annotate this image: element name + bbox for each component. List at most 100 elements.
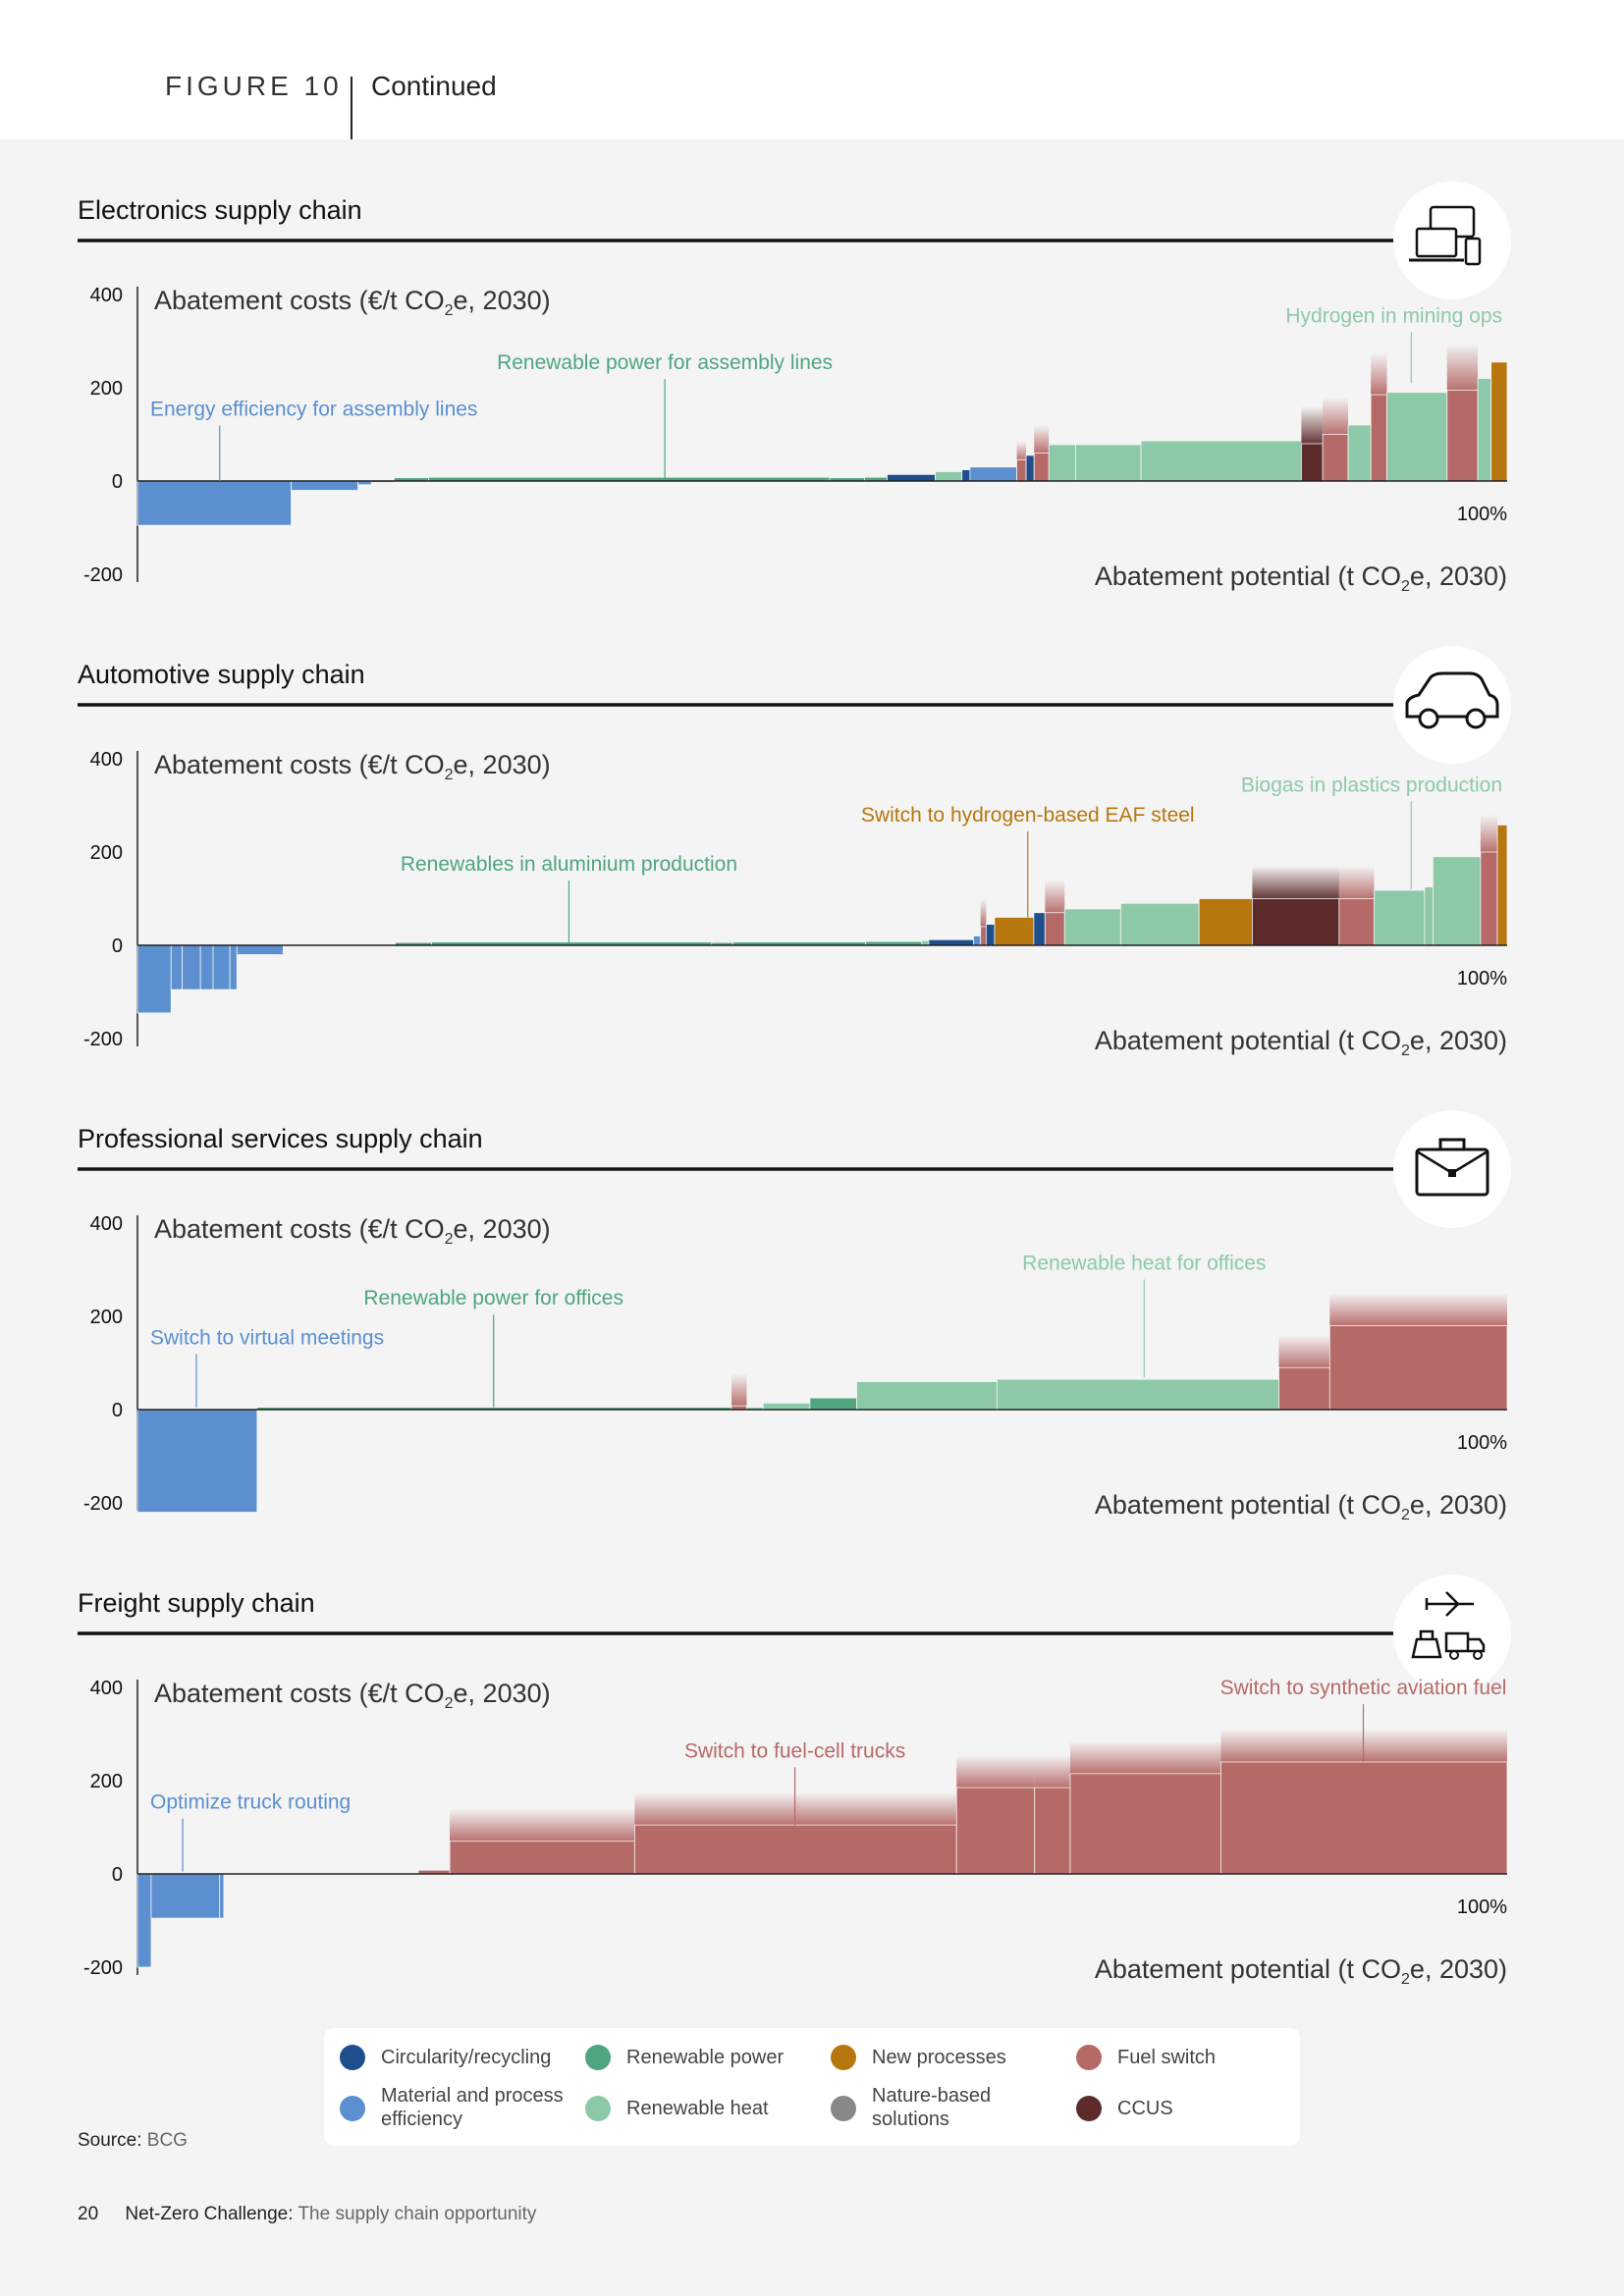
y-tick-label: 0 bbox=[112, 1864, 123, 1886]
y-axis-title: Abatement costs (€/t CO2e, 2030) bbox=[154, 1679, 551, 1712]
x-end-label: 100% bbox=[1457, 1896, 1507, 1918]
ship-shape bbox=[1411, 1629, 1442, 1659]
chart-title: Freight supply chain bbox=[78, 1588, 315, 1618]
bar bbox=[1251, 898, 1340, 946]
bar bbox=[809, 1397, 857, 1411]
bar bbox=[969, 466, 1017, 482]
bar bbox=[928, 938, 974, 946]
chart-panel-electronics-supply-chain: Electronics supply chain 400 200 0 -200 100% E… bbox=[78, 182, 1511, 586]
chart-panel-professional-services-supply-chain: Professional services supply chain 400 200… bbox=[78, 1110, 1511, 1515]
y-tick-label: 400 bbox=[90, 285, 123, 306]
bar bbox=[973, 935, 982, 946]
y-tick-label: 200 bbox=[90, 842, 123, 864]
bar bbox=[955, 1787, 1036, 1875]
x-axis-title: Abatement potential (t CO2e, 2030) bbox=[1095, 1490, 1507, 1523]
bar-uncertainty bbox=[450, 1808, 635, 1842]
car-wheel-shape bbox=[1465, 708, 1487, 729]
annotation-label: Switch to virtual meetings bbox=[150, 1327, 384, 1350]
bar-uncertainty bbox=[1016, 441, 1027, 460]
bar bbox=[961, 469, 971, 482]
bar bbox=[1119, 902, 1200, 946]
annotation-label: Switch to hydrogen-based EAF steel bbox=[861, 804, 1195, 827]
figure-divider bbox=[351, 77, 352, 139]
y-tick-label: 400 bbox=[90, 749, 123, 771]
chart-panel-freight-supply-chain: Freight supply chain 400 200 0 -200 100% Optim… bbox=[78, 1575, 1511, 1979]
source-label: Source: bbox=[78, 2130, 142, 2151]
bar bbox=[1370, 394, 1387, 482]
legend-swatch-circularity bbox=[340, 2045, 365, 2070]
figure-continued: Continued bbox=[371, 71, 497, 101]
y-tick-label: -200 bbox=[83, 564, 123, 586]
bar-uncertainty bbox=[1329, 1293, 1507, 1326]
bar bbox=[1075, 444, 1142, 482]
y-tick-label: 0 bbox=[112, 935, 123, 957]
bar bbox=[1490, 361, 1508, 482]
x-end-label: 100% bbox=[1457, 504, 1507, 525]
x-end-label: 100% bbox=[1457, 968, 1507, 989]
y-axis-title: Abatement costs (€/t CO2e, 2030) bbox=[154, 750, 551, 783]
annotation-label: Renewable power for offices bbox=[363, 1287, 623, 1309]
legend-label-nature-based: Nature-based solutions bbox=[872, 2085, 992, 2130]
bar-uncertainty bbox=[1045, 880, 1065, 913]
legend-label-ccus: CCUS bbox=[1117, 2098, 1173, 2119]
bar bbox=[985, 924, 996, 946]
bar bbox=[1033, 912, 1046, 946]
bar bbox=[1322, 434, 1349, 482]
bar bbox=[1033, 453, 1050, 482]
bar-uncertainty bbox=[1034, 425, 1050, 454]
bar bbox=[170, 944, 184, 990]
bar bbox=[136, 480, 292, 526]
bar-uncertainty bbox=[634, 1791, 957, 1826]
devices-icon bbox=[1409, 205, 1482, 266]
legend-label-fuel-switch: Fuel switch bbox=[1117, 2047, 1217, 2068]
bar-uncertainty bbox=[1220, 1729, 1507, 1762]
bar bbox=[236, 944, 284, 955]
bar bbox=[1347, 424, 1372, 482]
chart-title: Professional services supply chain bbox=[78, 1124, 483, 1153]
y-tick-label: 400 bbox=[90, 1213, 123, 1235]
legend-label-circularity: Circularity/recycling bbox=[381, 2047, 552, 2068]
bar bbox=[1328, 1325, 1508, 1411]
chart-title: Automotive supply chain bbox=[78, 660, 365, 689]
bar-uncertainty bbox=[956, 1754, 1035, 1789]
annotation-label: Hydrogen in mining ops bbox=[1285, 305, 1502, 328]
bar bbox=[1044, 912, 1065, 946]
bar bbox=[182, 944, 201, 990]
bar bbox=[1433, 856, 1482, 946]
bar-uncertainty bbox=[1446, 343, 1479, 391]
briefcase-body-shape bbox=[1415, 1148, 1489, 1197]
legend-label-renewable-heat: Renewable heat bbox=[626, 2098, 769, 2119]
bar bbox=[1198, 898, 1253, 946]
bar bbox=[856, 1381, 998, 1411]
chart-panel-automotive-supply-chain: Automotive supply chain 400 200 0 -200 100% Re… bbox=[78, 646, 1511, 1050]
bar bbox=[980, 926, 987, 946]
bar bbox=[1016, 459, 1027, 482]
y-tick-label: -200 bbox=[83, 1493, 123, 1515]
bar bbox=[229, 944, 238, 990]
bar bbox=[1025, 454, 1035, 482]
bar bbox=[212, 944, 231, 990]
bar-uncertainty bbox=[1034, 1754, 1070, 1789]
page-footer: 20 Net-Zero Challenge: The supply chain … bbox=[78, 2204, 536, 2225]
bar bbox=[136, 1873, 152, 1968]
bar bbox=[1220, 1761, 1508, 1875]
legend-swatch-ccus bbox=[1076, 2096, 1102, 2121]
bar bbox=[1496, 825, 1508, 946]
car-body-shape bbox=[1405, 671, 1499, 719]
page-header: FIGURE 10 Continued bbox=[0, 0, 1624, 139]
bar bbox=[1048, 444, 1076, 482]
bar bbox=[1386, 392, 1448, 482]
y-tick-label: 0 bbox=[112, 1400, 123, 1421]
bar bbox=[449, 1841, 635, 1875]
truck-wheel-shape bbox=[1449, 1650, 1459, 1660]
legend-label-new-processes: New processes bbox=[872, 2047, 1006, 2068]
bar-uncertainty bbox=[1252, 866, 1339, 899]
annotation-label: Switch to synthetic aviation fuel bbox=[1220, 1677, 1507, 1699]
briefcase-clasp-shape bbox=[1448, 1169, 1456, 1177]
truck-wheel-shape bbox=[1473, 1650, 1483, 1660]
annotation-label: Switch to fuel-cell trucks bbox=[684, 1739, 905, 1762]
y-tick-label: 400 bbox=[90, 1678, 123, 1699]
bar bbox=[1480, 851, 1498, 946]
x-axis-title: Abatement potential (t CO2e, 2030) bbox=[1095, 1026, 1507, 1059]
bar bbox=[136, 1409, 258, 1513]
